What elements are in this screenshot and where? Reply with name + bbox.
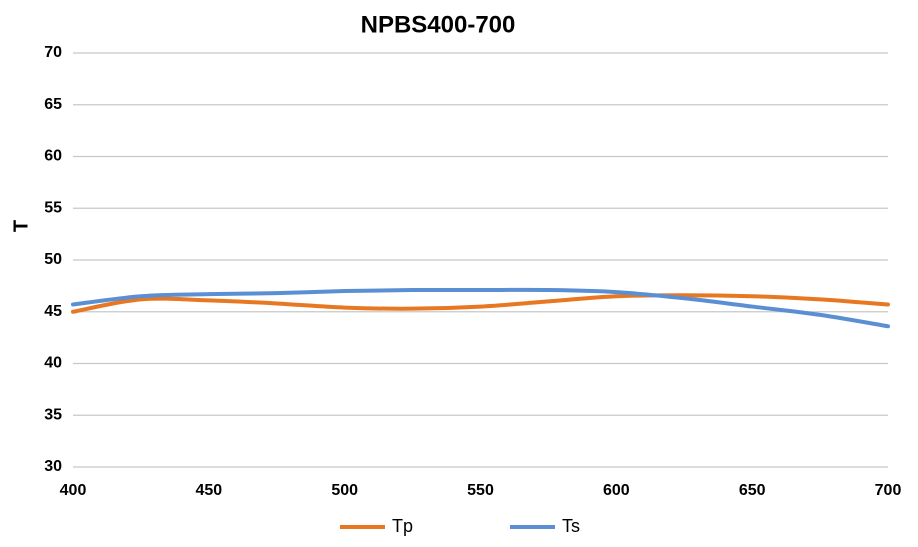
y-tick-label: 60 xyxy=(44,148,62,165)
y-tick-label: 45 xyxy=(44,303,62,320)
y-tick-label: 40 xyxy=(44,355,62,372)
y-tick-label: 65 xyxy=(44,96,62,113)
x-tick-label: 600 xyxy=(603,482,630,499)
x-tick-label: 500 xyxy=(331,482,358,499)
legend-label: Tp xyxy=(392,516,413,536)
series-line xyxy=(71,293,890,314)
x-tick-label: 450 xyxy=(195,482,222,499)
legend-label: Ts xyxy=(562,516,580,536)
chart-title: NPBS400-700 xyxy=(361,11,516,38)
y-axis-label: T xyxy=(10,220,32,232)
x-tick-label: 550 xyxy=(467,482,494,499)
y-tick-label: 30 xyxy=(44,458,62,475)
y-tick-label: 70 xyxy=(44,44,62,61)
x-tick-label: 700 xyxy=(875,482,902,499)
y-tick-label: 55 xyxy=(44,199,62,216)
series-line xyxy=(71,287,890,329)
y-tick-label: 35 xyxy=(44,406,62,423)
y-tick-label: 50 xyxy=(44,251,62,268)
x-tick-label: 400 xyxy=(60,482,87,499)
x-tick-label: 650 xyxy=(739,482,766,499)
